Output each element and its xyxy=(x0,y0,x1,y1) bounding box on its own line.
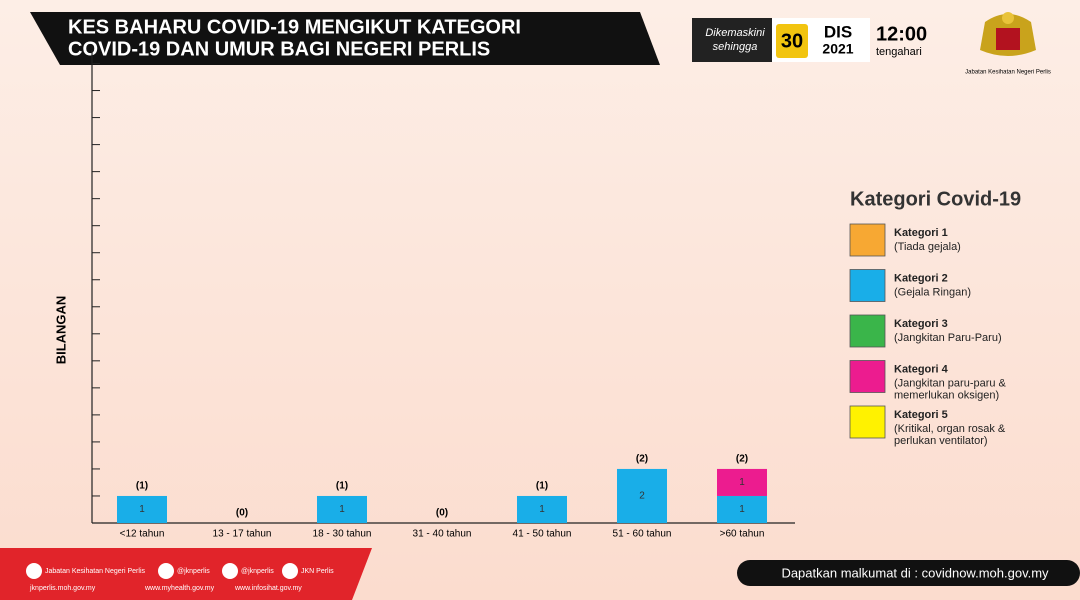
legend-description: perlukan ventilator) xyxy=(894,435,988,447)
x-tick-label: <12 tahun xyxy=(120,529,165,540)
bar-segment xyxy=(317,495,367,523)
legend-swatch xyxy=(849,360,886,393)
website: jknperlis.moh.gov.my xyxy=(29,585,96,592)
segment-label: 2 xyxy=(639,491,645,502)
social-label: JKN Perlis xyxy=(301,568,334,575)
time-note: tengahari xyxy=(876,46,922,58)
legend-description: (Jangkitan paru-paru & xyxy=(894,377,1007,389)
logo xyxy=(980,12,1036,56)
agency: Jabatan Kesihatan Negeri Perlis xyxy=(965,70,1051,76)
title-line: KES BAHARU COVID-19 MENGIKUT KATEGORI xyxy=(68,16,521,38)
footer-info-band xyxy=(737,560,1080,586)
social-label: @jknperlis xyxy=(177,568,210,575)
date-year: 2021 xyxy=(822,41,853,57)
social-icon xyxy=(282,563,298,579)
legend-swatch xyxy=(849,223,886,257)
x-tick-label: >60 tahun xyxy=(720,529,765,540)
social-icon xyxy=(158,563,174,579)
date-day: 30 xyxy=(781,30,803,52)
legend-name: Kategori 3 xyxy=(894,318,948,330)
x-tick-label: 51 - 60 tahun xyxy=(613,529,672,540)
total-label: (0) xyxy=(236,508,248,519)
segment-label: 1 xyxy=(139,504,145,515)
total-label: (0) xyxy=(436,508,448,519)
segment-label: 1 xyxy=(539,504,545,515)
calendar-icon xyxy=(776,24,808,58)
legend-title: Kategori Covid-19 xyxy=(850,188,1021,210)
bar-segment xyxy=(717,495,767,523)
x-tick-label: 41 - 50 tahun xyxy=(513,529,572,540)
legend-name: Kategori 1 xyxy=(894,227,948,239)
legend-description: (Jangkitan Paru-Paru) xyxy=(894,332,1002,344)
segment-label: 1 xyxy=(739,504,745,515)
legend-description: (Gejala Ringan) xyxy=(894,286,971,298)
social-label: Jabatan Kesihatan Negeri Perlis xyxy=(45,568,146,575)
header-band xyxy=(30,12,660,65)
updated-label: sehingga xyxy=(713,41,758,53)
legend-description: memerlukan oksigen) xyxy=(894,389,999,401)
total-label: (1) xyxy=(536,481,548,492)
total-label: (1) xyxy=(136,481,148,492)
date-month: DIS xyxy=(824,22,852,41)
x-tick-label: 13 - 17 tahun xyxy=(213,529,272,540)
social-icon xyxy=(26,563,42,579)
more-info: Dapatkan malkumat di : covidnow.moh.gov.… xyxy=(781,565,1049,580)
website: www.myhealth.gov.my xyxy=(144,585,215,592)
bar-segment xyxy=(717,468,767,496)
legend-swatch xyxy=(849,269,886,302)
bar-segment xyxy=(117,495,167,523)
legend-description: (Kritikal, organ rosak & xyxy=(894,423,1006,435)
segment-label: 1 xyxy=(739,477,745,488)
legend-swatch xyxy=(849,314,886,348)
legend-name: Kategori 5 xyxy=(894,409,948,421)
total-label: (1) xyxy=(336,481,348,492)
bar-segment xyxy=(517,495,567,523)
total-label: (2) xyxy=(736,454,748,465)
segment-label: 1 xyxy=(339,504,345,515)
social-label: @jknperlis xyxy=(241,568,274,575)
social-icon xyxy=(222,563,238,579)
footer-band xyxy=(0,548,372,600)
website: www.infosihat.gov.my xyxy=(234,585,302,592)
updated-label: Dikemaskini xyxy=(705,27,765,39)
y-axis-label: BILANGAN xyxy=(53,296,68,365)
legend-swatch xyxy=(849,405,886,439)
title-line: COVID-19 DAN UMUR BAGI NEGERI PERLIS xyxy=(68,38,490,60)
total-label: (2) xyxy=(636,454,648,465)
bar-segment xyxy=(617,468,667,523)
time: 12:00 xyxy=(876,23,927,45)
legend-name: Kategori 2 xyxy=(894,272,948,284)
x-tick-label: 18 - 30 tahun xyxy=(313,529,372,540)
x-tick-label: 31 - 40 tahun xyxy=(413,529,472,540)
legend-name: Kategori 4 xyxy=(894,363,949,375)
legend-description: (Tiada gejala) xyxy=(894,241,961,253)
